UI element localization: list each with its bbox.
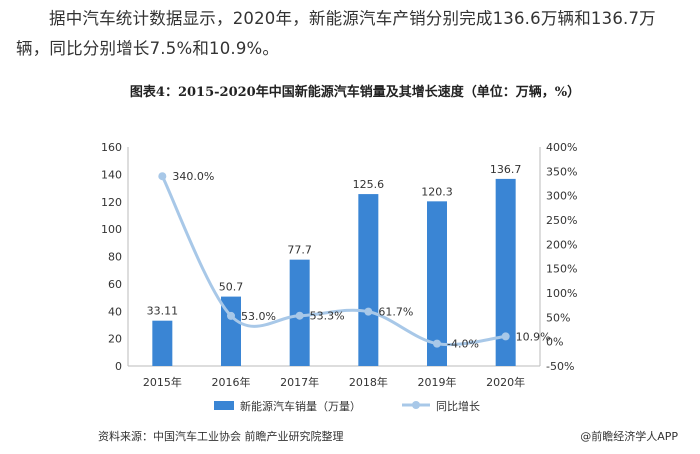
y-right-tick-label: -50% [546, 360, 574, 373]
intro-paragraph: 据中汽车统计数据显示，2020年，新能源汽车产销分别完成136.6万辆和136.… [16, 9, 656, 58]
y-right-tick-label: 50% [546, 311, 570, 324]
legend-bar-swatch [214, 401, 234, 410]
y-left-tick-label: 80 [108, 251, 122, 264]
y-left-tick-label: 60 [108, 278, 122, 291]
x-tick-label: 2017年 [280, 375, 319, 389]
bar [358, 194, 379, 366]
y-right-tick-label: 0% [546, 336, 563, 349]
growth-point [501, 332, 510, 341]
growth-data-label: -4.0% [447, 338, 479, 351]
growth-data-label: 61.7% [378, 306, 413, 319]
y-left-tick-label: 120 [101, 196, 122, 209]
y-right-tick-label: 150% [546, 263, 577, 276]
growth-point [158, 172, 167, 181]
growth-data-label: 53.3% [310, 310, 345, 323]
bar-data-label: 33.11 [147, 305, 179, 318]
y-left-tick-label: 20 [108, 333, 122, 346]
y-right-tick-label: 400% [546, 141, 577, 154]
y-left-tick-label: 0 [115, 360, 122, 373]
x-tick-label: 2019年 [418, 375, 457, 389]
bar [495, 178, 516, 366]
x-tick-label: 2016年 [212, 375, 251, 389]
source-note: 资料来源：中国汽车工业协会 前瞻产业研究院整理 [98, 430, 344, 443]
bar-data-label: 50.7 [219, 281, 244, 294]
chart-title: 图表4：2015-2020年中国新能源汽车销量及其增长速度（单位：万辆，%） [129, 85, 581, 100]
y-right-tick-label: 250% [546, 214, 577, 227]
bar [152, 320, 173, 366]
x-tick-label: 2020年 [486, 375, 525, 389]
bar [221, 296, 241, 366]
growth-point [227, 311, 235, 320]
bar-data-label: 125.6 [353, 178, 385, 191]
bar-data-label: 77.7 [287, 244, 312, 257]
bar [427, 201, 447, 366]
growth-data-label: 10.9% [516, 330, 551, 343]
x-tick-label: 2018年 [349, 375, 388, 389]
growth-point [295, 311, 304, 320]
growth-data-label: 53.0% [241, 310, 276, 323]
y-left-tick-label: 100 [101, 223, 122, 236]
y-left-tick-label: 160 [101, 141, 122, 154]
y-right-tick-label: 200% [546, 238, 577, 251]
y-right-tick-label: 100% [546, 287, 577, 300]
bar-data-label: 120.3 [421, 185, 453, 198]
y-left-tick-label: 140 [101, 168, 122, 181]
legend-line-label: 同比增长 [436, 399, 480, 413]
bar-data-label: 136.7 [490, 163, 522, 176]
y-left-tick-label: 40 [108, 305, 122, 318]
legend-line-marker [412, 401, 420, 409]
growth-point [364, 307, 373, 316]
x-tick-label: 2015年 [143, 375, 182, 389]
growth-point [433, 339, 441, 348]
brand-note: @前瞻经济学人APP [580, 430, 678, 443]
legend-bar-label: 新能源汽车销量（万量） [240, 399, 361, 413]
y-right-tick-label: 350% [546, 165, 577, 178]
y-right-tick-label: 300% [546, 190, 577, 203]
growth-data-label: 340.0% [172, 170, 214, 183]
